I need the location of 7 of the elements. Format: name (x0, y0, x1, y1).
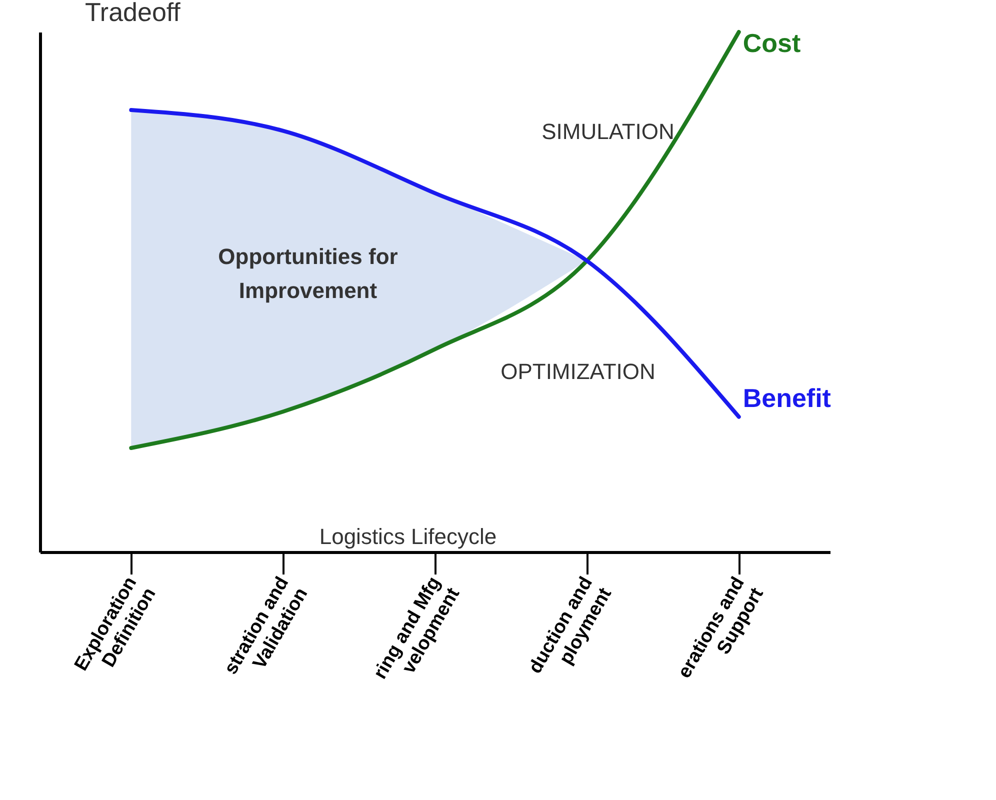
annotation: SIMULATION (542, 119, 674, 144)
annotation: Opportunities for Improvement (218, 244, 398, 303)
annotation: OPTIMIZATION (500, 359, 656, 384)
series-label: Cost (742, 28, 801, 58)
chart-title: Tradeoff (85, 0, 182, 27)
annotation: Logistics Lifecycle (319, 524, 497, 549)
series-label: Benefit (742, 382, 832, 413)
